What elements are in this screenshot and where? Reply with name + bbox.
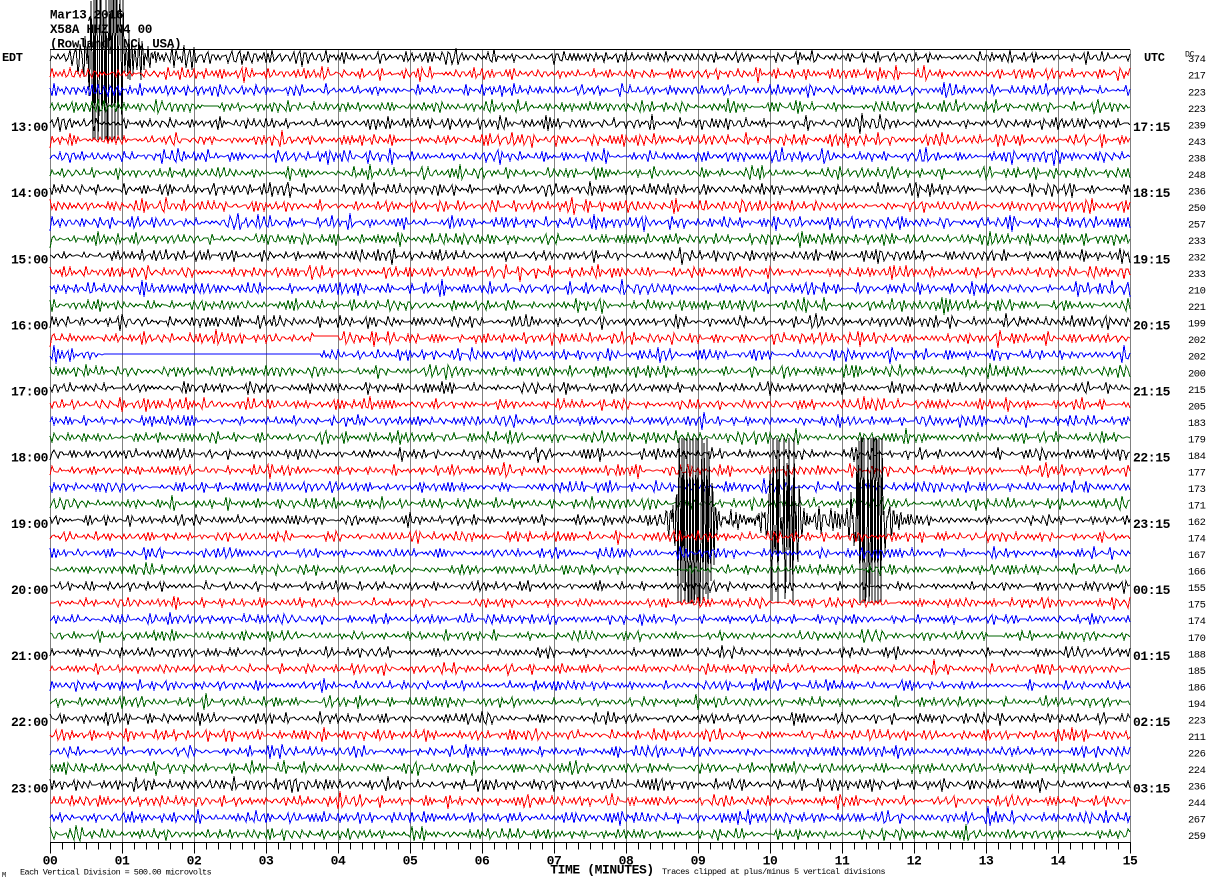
svg-text:03: 03 xyxy=(259,854,274,869)
svg-text:17:15: 17:15 xyxy=(1133,120,1171,135)
svg-text:20:00: 20:00 xyxy=(11,583,49,598)
svg-text:X58A HHZ N4 00: X58A HHZ N4 00 xyxy=(50,23,152,37)
svg-text:00: 00 xyxy=(43,854,58,869)
svg-text:233: 233 xyxy=(1188,269,1206,281)
svg-text:09: 09 xyxy=(691,854,706,869)
svg-text:202: 202 xyxy=(1188,352,1206,364)
svg-text:233: 233 xyxy=(1188,236,1206,248)
svg-text:177: 177 xyxy=(1188,467,1206,479)
svg-text:EDT: EDT xyxy=(2,51,23,65)
svg-text:155: 155 xyxy=(1188,583,1206,595)
svg-text:02: 02 xyxy=(187,854,202,869)
svg-text:DC: DC xyxy=(1185,51,1195,60)
svg-text:00:15: 00:15 xyxy=(1133,583,1171,598)
svg-text:174: 174 xyxy=(1188,534,1206,546)
svg-text:239: 239 xyxy=(1188,120,1206,132)
svg-text:184: 184 xyxy=(1188,451,1206,463)
svg-text:22:15: 22:15 xyxy=(1133,451,1171,466)
svg-text:202: 202 xyxy=(1188,335,1206,347)
svg-text:248: 248 xyxy=(1188,170,1206,182)
svg-text:11: 11 xyxy=(835,854,850,869)
svg-text:200: 200 xyxy=(1188,368,1206,380)
svg-text:01:15: 01:15 xyxy=(1133,649,1171,664)
svg-text:167: 167 xyxy=(1188,550,1206,562)
svg-text:12: 12 xyxy=(907,854,922,869)
svg-text:16:00: 16:00 xyxy=(11,319,49,334)
svg-text:173: 173 xyxy=(1188,484,1206,496)
svg-text:03:15: 03:15 xyxy=(1133,781,1171,796)
svg-text:238: 238 xyxy=(1188,153,1206,165)
svg-text:215: 215 xyxy=(1188,385,1206,397)
svg-text:199: 199 xyxy=(1188,319,1206,331)
svg-text:21:00: 21:00 xyxy=(11,649,49,664)
svg-text:223: 223 xyxy=(1188,715,1206,727)
svg-text:244: 244 xyxy=(1188,798,1206,810)
svg-text:06: 06 xyxy=(475,854,490,869)
svg-text:211: 211 xyxy=(1188,732,1206,744)
svg-text:223: 223 xyxy=(1188,87,1206,99)
svg-text:257: 257 xyxy=(1188,220,1206,232)
svg-text:217: 217 xyxy=(1188,71,1206,83)
svg-text:(Rowland, NC, USA): (Rowland, NC, USA) xyxy=(50,38,181,52)
svg-text:236: 236 xyxy=(1188,782,1206,794)
svg-text:179: 179 xyxy=(1188,434,1206,446)
svg-text:374: 374 xyxy=(1188,54,1206,66)
svg-text:232: 232 xyxy=(1188,253,1206,265)
svg-text:185: 185 xyxy=(1188,666,1206,678)
svg-text:UTC: UTC xyxy=(1144,51,1165,65)
svg-text:267: 267 xyxy=(1188,815,1206,827)
svg-text:22:00: 22:00 xyxy=(11,715,49,730)
svg-text:19:00: 19:00 xyxy=(11,517,49,532)
svg-text:223: 223 xyxy=(1188,104,1206,116)
svg-text:175: 175 xyxy=(1188,600,1206,612)
svg-text:171: 171 xyxy=(1188,501,1206,513)
svg-text:259: 259 xyxy=(1188,831,1206,843)
svg-text:162: 162 xyxy=(1188,517,1206,529)
svg-text:15:00: 15:00 xyxy=(11,252,49,267)
svg-text:236: 236 xyxy=(1188,186,1206,198)
svg-text:TIME (MINUTES): TIME (MINUTES) xyxy=(550,863,654,878)
svg-text:183: 183 xyxy=(1188,418,1206,430)
svg-text:13: 13 xyxy=(979,854,994,869)
svg-text:18:15: 18:15 xyxy=(1133,186,1171,201)
svg-text:19:15: 19:15 xyxy=(1133,252,1171,267)
svg-text:07: 07 xyxy=(547,854,562,869)
svg-text:166: 166 xyxy=(1188,567,1206,579)
svg-text:Each Vertical Division = 500.: Each Vertical Division = 500.00 microvol… xyxy=(20,868,212,878)
svg-text:18:00: 18:00 xyxy=(11,451,49,466)
svg-text:188: 188 xyxy=(1188,649,1206,661)
svg-text:02:15: 02:15 xyxy=(1133,715,1171,730)
svg-text:21:15: 21:15 xyxy=(1133,385,1171,400)
svg-text:Mar13,2016: Mar13,2016 xyxy=(50,9,123,23)
svg-text:221: 221 xyxy=(1188,302,1206,314)
svg-text:205: 205 xyxy=(1188,401,1206,413)
svg-text:20:15: 20:15 xyxy=(1133,319,1171,334)
svg-text:174: 174 xyxy=(1188,616,1206,628)
svg-text:224: 224 xyxy=(1188,765,1206,777)
svg-text:01: 01 xyxy=(115,854,130,869)
svg-text:186: 186 xyxy=(1188,682,1206,694)
svg-text:14: 14 xyxy=(1051,854,1066,869)
svg-text:226: 226 xyxy=(1188,749,1206,761)
svg-text:15: 15 xyxy=(1123,854,1138,869)
svg-text:250: 250 xyxy=(1188,203,1206,215)
svg-text:243: 243 xyxy=(1188,137,1206,149)
svg-text:14:00: 14:00 xyxy=(11,186,49,201)
svg-text:23:15: 23:15 xyxy=(1133,517,1171,532)
svg-text:23:00: 23:00 xyxy=(11,781,49,796)
svg-text:04: 04 xyxy=(331,854,346,869)
svg-text:210: 210 xyxy=(1188,286,1206,298)
svg-text:05: 05 xyxy=(403,854,418,869)
svg-text:08: 08 xyxy=(619,854,634,869)
svg-text:Traces clipped at plus/minus 5: Traces clipped at plus/minus 5 vertical … xyxy=(662,867,885,877)
svg-text:194: 194 xyxy=(1188,699,1206,711)
svg-text:10: 10 xyxy=(763,854,778,869)
svg-text:13:00: 13:00 xyxy=(11,120,49,135)
svg-text:17:00: 17:00 xyxy=(11,385,49,400)
svg-text:M: M xyxy=(2,872,6,880)
svg-text:170: 170 xyxy=(1188,633,1206,645)
